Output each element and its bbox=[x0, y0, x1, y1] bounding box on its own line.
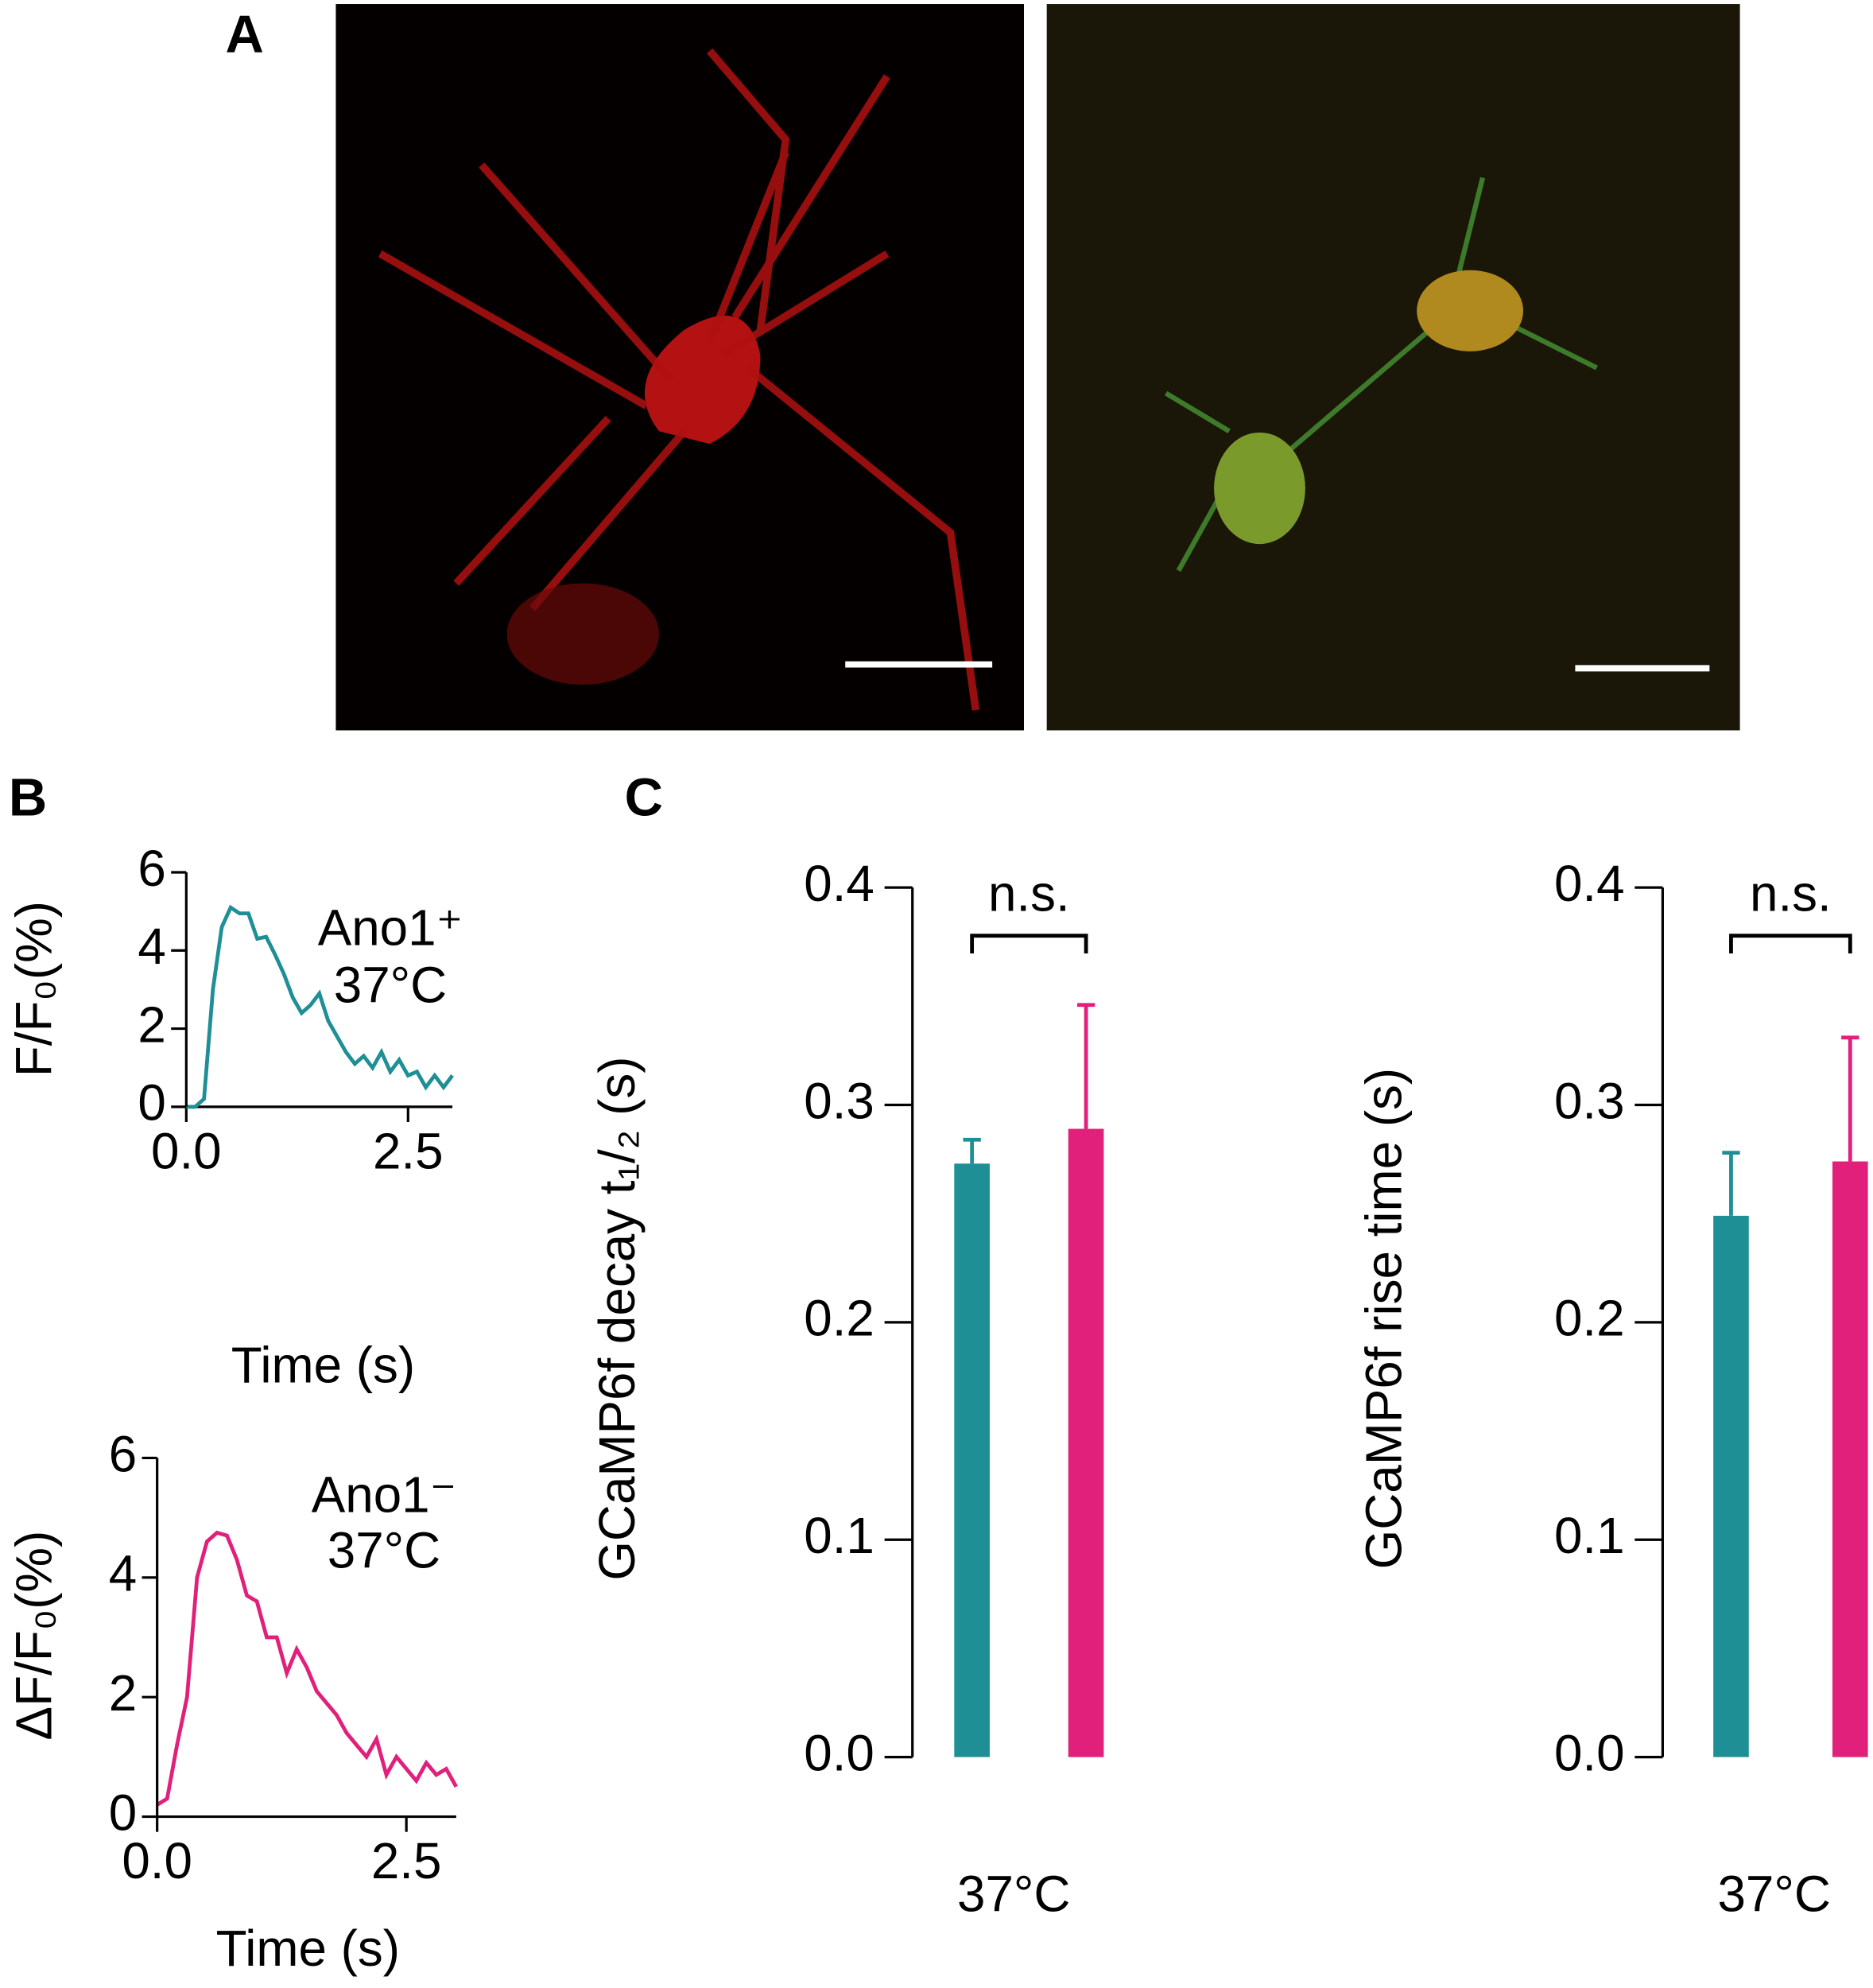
panel-label: A bbox=[225, 5, 263, 64]
x-axis-label: 37°C bbox=[1717, 1865, 1830, 1922]
y-tick-label: 4 bbox=[109, 1545, 137, 1602]
x-axis-label: Time (s) bbox=[216, 1920, 400, 1977]
significance: n.s. bbox=[1750, 865, 1832, 922]
y-tick-label: 0 bbox=[109, 1784, 137, 1841]
y-axis-label: GCaMP6f decay t₁/₂ (s) bbox=[588, 1057, 646, 1581]
y-tick-label: 0.0 bbox=[1554, 1724, 1625, 1781]
y-tick-label: 4 bbox=[138, 918, 165, 975]
y-tick-label: 2 bbox=[138, 996, 165, 1053]
x-tick-label: 2.5 bbox=[371, 1832, 442, 1889]
y-tick-label: 0.2 bbox=[804, 1290, 874, 1347]
y-tick-label: 0.1 bbox=[1554, 1507, 1625, 1564]
panel-label: B bbox=[9, 767, 47, 827]
trace bbox=[156, 1530, 458, 1807]
y-tick-label: 0.4 bbox=[804, 855, 874, 912]
micrograph-left bbox=[335, 4, 1024, 731]
y-tick-label: 0.0 bbox=[804, 1724, 874, 1781]
annotation: 37°C bbox=[334, 956, 447, 1013]
bar bbox=[1832, 1161, 1868, 1757]
x-tick-label: 0.0 bbox=[151, 1122, 222, 1179]
trace bbox=[186, 904, 454, 1109]
y-tick-label: 0.1 bbox=[804, 1507, 874, 1564]
bar bbox=[954, 1163, 990, 1757]
y-axis-label: ΔF/F₀(%) bbox=[6, 1531, 63, 1741]
annotation: Ano1⁻ bbox=[312, 1466, 457, 1523]
bracket bbox=[1729, 934, 1852, 953]
bar bbox=[1068, 1128, 1104, 1757]
y-axis-label: GCaMP6f rise time (s) bbox=[1355, 1068, 1412, 1570]
y-tick-label: 6 bbox=[138, 840, 165, 897]
bar bbox=[1713, 1215, 1749, 1757]
annotation: 37°C bbox=[328, 1521, 440, 1578]
annotation: Ano1⁺ bbox=[318, 899, 463, 957]
y-tick-label: 2 bbox=[109, 1664, 137, 1722]
x-axis-label: Time (s) bbox=[231, 1337, 415, 1394]
y-tick-label: 6 bbox=[109, 1425, 137, 1482]
y-tick-label: 0.4 bbox=[1554, 855, 1625, 912]
x-tick-label: 2.5 bbox=[373, 1122, 444, 1179]
y-tick-label: 0 bbox=[138, 1074, 165, 1132]
y-tick-label: 0.3 bbox=[804, 1072, 874, 1129]
panel-label: C bbox=[625, 767, 663, 827]
bracket bbox=[970, 934, 1088, 953]
y-tick-label: 0.3 bbox=[1554, 1072, 1625, 1129]
micrograph-right bbox=[1046, 4, 1740, 731]
x-tick-label: 0.0 bbox=[122, 1832, 192, 1889]
y-tick-label: 0.2 bbox=[1554, 1290, 1625, 1347]
y-axis-label: F/F₀(%) bbox=[6, 901, 63, 1077]
significance: n.s. bbox=[988, 865, 1070, 922]
x-axis-label: 37°C bbox=[957, 1865, 1070, 1922]
